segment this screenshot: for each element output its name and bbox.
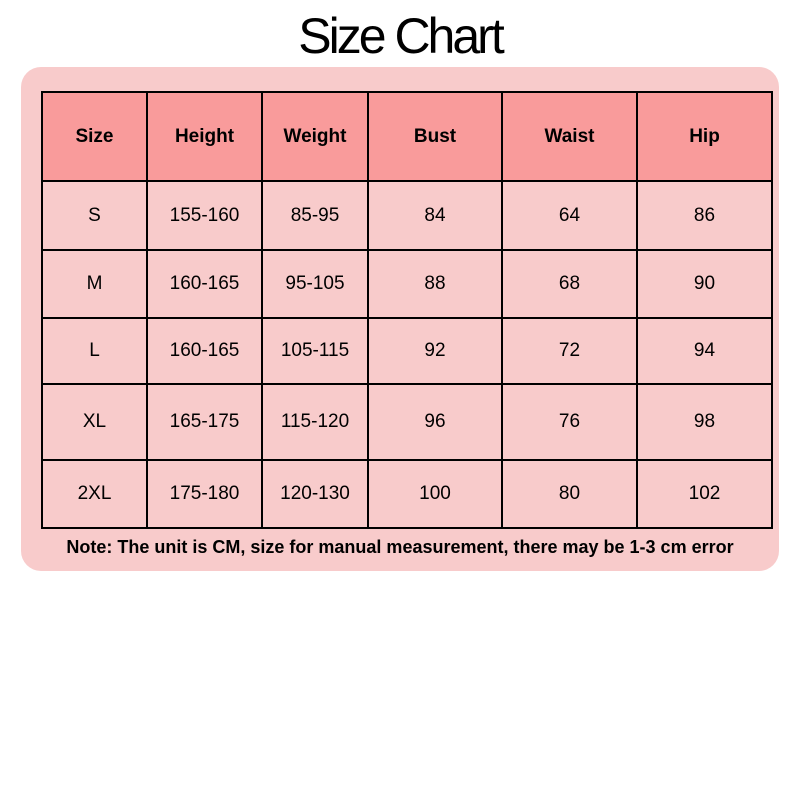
table-cell: 72: [501, 317, 638, 385]
table-cell: 105-115: [261, 317, 369, 385]
table-cell: 175-180: [146, 459, 263, 529]
table-cell: 86: [636, 180, 773, 251]
table-cell: 68: [501, 249, 638, 319]
table-cell: 120-130: [261, 459, 369, 529]
table-cell: 115-120: [261, 383, 369, 461]
table-cell: 85-95: [261, 180, 369, 251]
table-cell: 100: [367, 459, 503, 529]
size-table: Size Height Weight Bust Waist Hip S 155-160 85-…: [41, 91, 773, 529]
table-row: XL 165-175 115-120 96 76 98: [41, 383, 773, 461]
table-cell: 2XL: [41, 459, 148, 529]
table-cell: 92: [367, 317, 503, 385]
table-row: M 160-165 95-105 88 68 90: [41, 249, 773, 319]
table-cell: 155-160: [146, 180, 263, 251]
table-row: S 155-160 85-95 84 64 86: [41, 180, 773, 251]
table-cell: 160-165: [146, 249, 263, 319]
table-cell: 102: [636, 459, 773, 529]
size-chart-card: Size Height Weight Bust Waist Hip S 155-160 85-…: [21, 67, 779, 571]
column-header-hip: Hip: [636, 91, 773, 182]
table-cell: 90: [636, 249, 773, 319]
column-header-size: Size: [41, 91, 148, 182]
table-cell: 95-105: [261, 249, 369, 319]
table-cell: 64: [501, 180, 638, 251]
table-header-row: Size Height Weight Bust Waist Hip: [41, 91, 773, 182]
table-cell: 88: [367, 249, 503, 319]
table-cell: S: [41, 180, 148, 251]
table-row: L 160-165 105-115 92 72 94: [41, 317, 773, 385]
table-cell: 160-165: [146, 317, 263, 385]
table-row: 2XL 175-180 120-130 100 80 102: [41, 459, 773, 529]
table-cell: M: [41, 249, 148, 319]
table-cell: 84: [367, 180, 503, 251]
table-cell: 98: [636, 383, 773, 461]
table-cell: L: [41, 317, 148, 385]
table-cell: 80: [501, 459, 638, 529]
table-cell: 96: [367, 383, 503, 461]
column-header-height: Height: [146, 91, 263, 182]
table-cell: XL: [41, 383, 148, 461]
table-cell: 76: [501, 383, 638, 461]
column-header-bust: Bust: [367, 91, 503, 182]
measurement-note: Note: The unit is CM, size for manual me…: [66, 537, 734, 557]
table-cell: 165-175: [146, 383, 263, 461]
column-header-weight: Weight: [261, 91, 369, 182]
column-header-waist: Waist: [501, 91, 638, 182]
table-cell: 94: [636, 317, 773, 385]
page-title: Size Chart: [298, 8, 504, 64]
